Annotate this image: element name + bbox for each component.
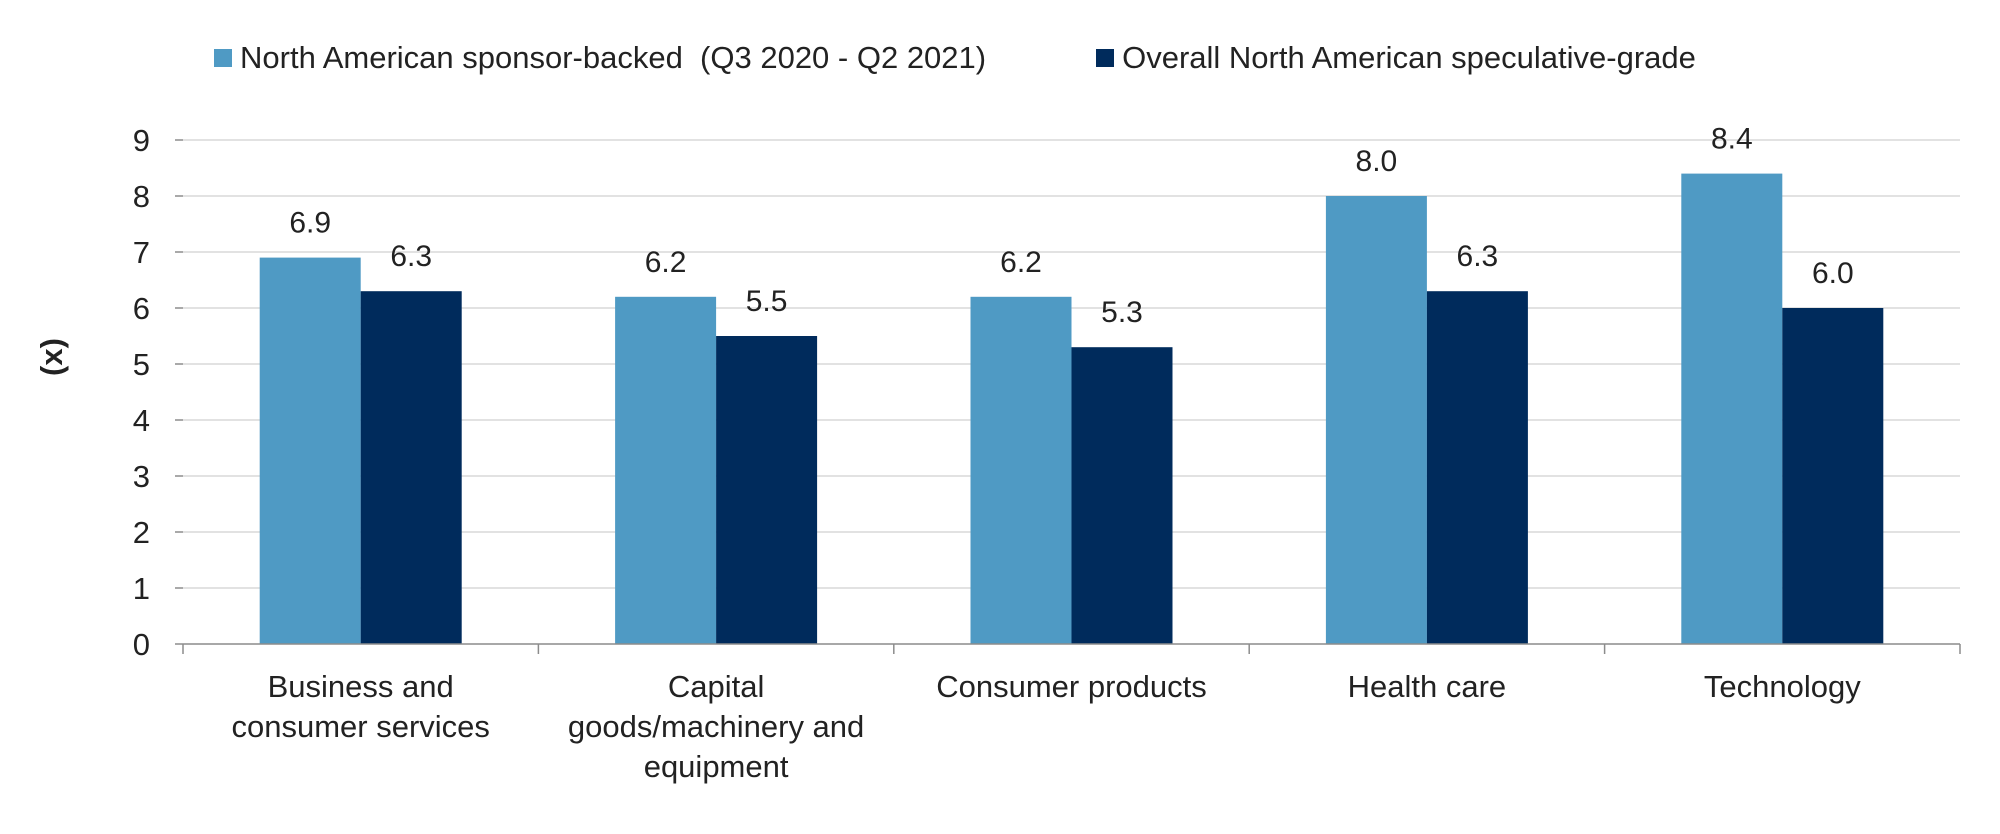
bar-speculative-grade bbox=[1426, 291, 1528, 644]
bar-speculative-grade bbox=[1782, 308, 1884, 644]
bar-speculative-grade bbox=[716, 336, 818, 644]
y-axis-label: (x) bbox=[34, 338, 69, 376]
bar-speculative-grade bbox=[1071, 347, 1173, 644]
x-tick-label: Capital goods/machinery and equipment bbox=[568, 669, 864, 784]
data-labels: 6.9 6.3 6.2 5.5 6.2 5.3 8.0 6.3 8.4 6.0 bbox=[289, 123, 1853, 330]
legend: North American sponsor-backed (Q3 2020 -… bbox=[214, 40, 1806, 76]
bars bbox=[259, 173, 1884, 644]
x-axis: Business and consumer services Capital good… bbox=[182, 643, 1961, 784]
data-label: 6.0 bbox=[1812, 257, 1854, 290]
data-label: 6.3 bbox=[390, 240, 432, 273]
legend-item-sponsor-backed: North American sponsor-backed (Q3 2020 -… bbox=[214, 40, 986, 76]
legend-label-sponsor-backed: North American sponsor-backed (Q3 2020 -… bbox=[240, 40, 987, 75]
y-tick-label: 0 bbox=[133, 627, 150, 662]
y-tick-label: 6 bbox=[133, 291, 150, 326]
y-tick-label: 1 bbox=[133, 571, 150, 606]
legend-item-speculative-grade: Overall North American speculative-grade bbox=[1096, 40, 1696, 76]
data-label: 8.4 bbox=[1711, 123, 1753, 156]
y-tick-label: 4 bbox=[133, 403, 150, 438]
bar-sponsor-backed bbox=[1325, 196, 1427, 644]
x-tick-label: Health care bbox=[1348, 669, 1507, 704]
bar-speculative-grade bbox=[360, 291, 462, 644]
y-tick-label: 2 bbox=[133, 515, 150, 550]
bar-sponsor-backed bbox=[1681, 173, 1783, 644]
bar-sponsor-backed bbox=[259, 257, 361, 644]
bar-sponsor-backed bbox=[615, 296, 717, 644]
y-tick-label: 7 bbox=[133, 235, 150, 270]
x-tick-label: Business and consumer services bbox=[231, 669, 489, 744]
legend-swatch-speculative-grade bbox=[1096, 49, 1115, 67]
data-label: 6.2 bbox=[1000, 246, 1042, 279]
bar-sponsor-backed bbox=[970, 296, 1072, 644]
x-tick-label: Technology bbox=[1704, 669, 1861, 704]
y-tick-label: 3 bbox=[133, 459, 150, 494]
legend-label-speculative-grade: Overall North American speculative-grade bbox=[1122, 40, 1696, 75]
y-tick-label: 9 bbox=[133, 123, 150, 158]
data-label: 6.2 bbox=[645, 246, 687, 279]
y-tick-label: 5 bbox=[133, 347, 150, 382]
legend-swatch-sponsor-backed bbox=[214, 49, 232, 67]
data-label: 6.9 bbox=[289, 207, 331, 240]
data-label: 6.3 bbox=[1457, 240, 1499, 273]
y-tick-label: 8 bbox=[133, 179, 150, 214]
data-label: 5.5 bbox=[746, 285, 788, 318]
data-label: 5.3 bbox=[1101, 296, 1143, 329]
x-tick-label: Consumer products bbox=[936, 669, 1207, 704]
data-label: 8.0 bbox=[1356, 145, 1398, 178]
y-axis-ticks: 0 1 2 3 4 5 6 7 8 9 bbox=[133, 123, 183, 662]
